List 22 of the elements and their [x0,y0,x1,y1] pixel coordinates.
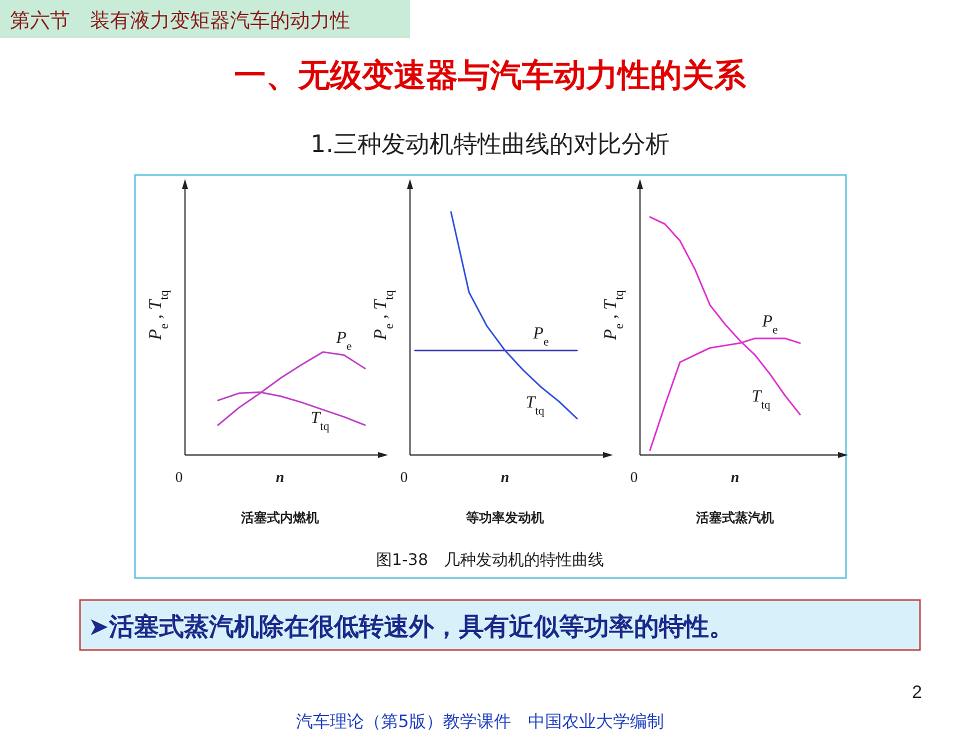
text: 1.三种发动机特性曲线的对比分析 [310,130,670,158]
series-label: P$_{e}$ [532,324,549,349]
text: 活塞式内燃机 [240,510,319,526]
x-axis-title: n [730,470,740,486]
text: 汽车理论（第5版）教学课件 中国农业大学编制 [296,712,664,732]
caption: 图1-38 几种发动机的特性曲线 [376,550,604,569]
series-label: T$_{tq}$ [526,392,544,418]
text: 0 [175,470,183,486]
text: 2 [912,682,922,702]
series-label: P$_{e}$ [335,328,352,354]
text: 0 [400,470,408,486]
text: 第六节 装有液力变矩器汽车的动力性 [10,8,350,32]
x-axis-title: n [276,470,284,486]
text: 一、无级变速器与汽车动力性的关系 [234,56,747,94]
series-label: P$_{e}$ [761,311,778,336]
x-axis-title: n [500,470,510,486]
text: 等功率发动机 [465,510,544,526]
text: ➤活塞式蒸汽机除在很低转速外，具有近似等功率的特性。 [88,612,734,641]
text: 0 [630,470,638,486]
series-label: T$_{tq}$ [752,386,770,412]
text: 活塞式蒸汽机 [695,510,774,526]
series-label: T$_{tq}$ [310,408,330,433]
